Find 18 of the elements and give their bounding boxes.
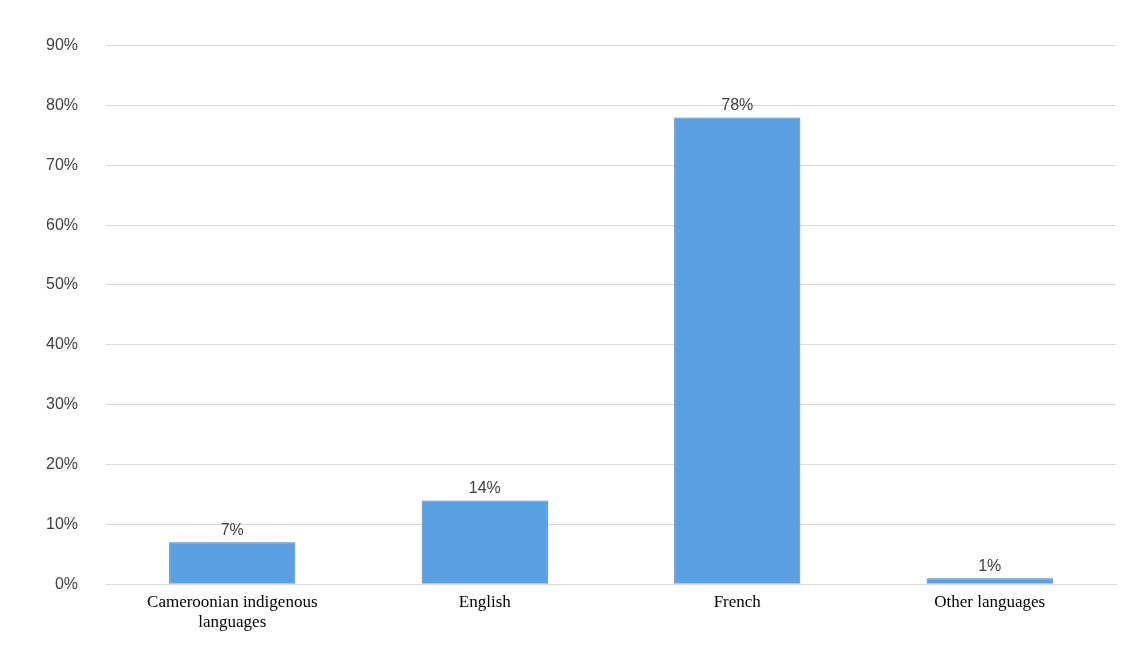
data-label: 7%	[220, 520, 244, 538]
y-tick-label: 0%	[54, 574, 79, 592]
y-tick-label: 20%	[45, 454, 79, 472]
x-tick-label: English	[458, 591, 512, 611]
y-tick-label: 10%	[45, 514, 79, 532]
y-tick-label: 90%	[45, 36, 79, 54]
x-tick-label: French	[713, 591, 762, 611]
x-tick-label: Other languages	[934, 591, 1046, 611]
y-tick-label: 50%	[45, 275, 79, 293]
y-tick-label: 60%	[45, 215, 79, 233]
y-tick-label: 80%	[45, 95, 79, 113]
y-tick-label: 30%	[45, 395, 79, 413]
data-label: 78%	[721, 95, 754, 113]
data-label: 1%	[978, 556, 1002, 574]
y-tick-label: 40%	[45, 335, 79, 353]
data-label: 14%	[468, 478, 501, 496]
y-tick-label: 70%	[45, 155, 79, 173]
x-tick-label: Cameroonian indigenous languages	[147, 591, 318, 632]
